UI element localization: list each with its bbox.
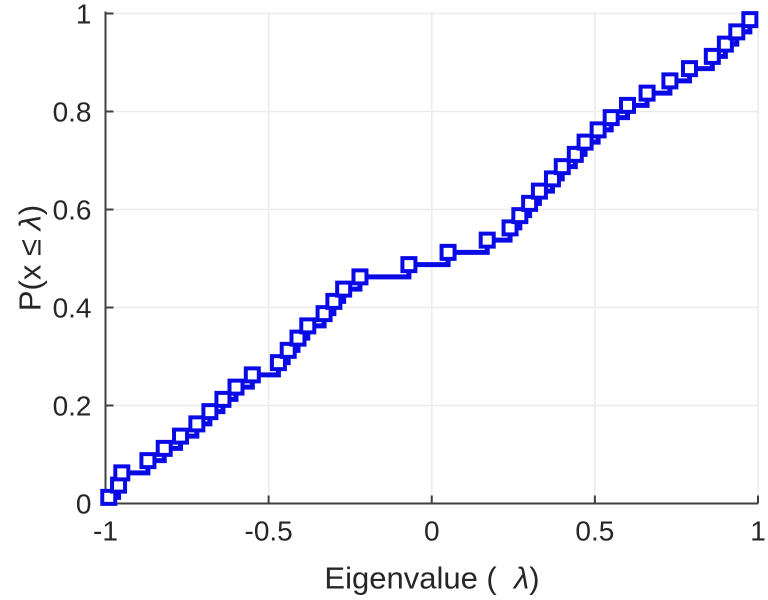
y-tick-label: 1 xyxy=(76,0,92,29)
cdf-point-marker xyxy=(716,35,734,53)
cdf-point-marker xyxy=(728,23,746,41)
y-tick-label: 0 xyxy=(76,488,92,519)
cdf-point-marker xyxy=(703,47,721,65)
y-tick-label: 0.4 xyxy=(53,292,92,323)
cdf-point-marker xyxy=(589,121,607,139)
lambda-symbol: λ xyxy=(12,215,48,231)
cdf-point-marker xyxy=(214,390,232,408)
cdf-point-marker xyxy=(478,231,496,249)
x-tick-label: -1 xyxy=(93,516,118,547)
cdf-point-marker xyxy=(351,268,369,286)
y-axis-label: P(x ≤ λ) xyxy=(12,204,48,312)
cdf-point-marker xyxy=(501,219,519,237)
cdf-point-marker xyxy=(400,256,418,274)
cdf-point-marker xyxy=(188,415,206,433)
cdf-point-marker xyxy=(566,145,584,163)
cdf-point-marker xyxy=(439,243,457,261)
cdf-point-marker xyxy=(139,452,157,470)
cdf-point-marker xyxy=(602,109,620,127)
cdf-point-marker xyxy=(315,305,333,323)
cdf-point-marker xyxy=(680,60,698,78)
cdf-point-marker xyxy=(741,11,759,29)
y-tick-label: 0.2 xyxy=(53,390,92,421)
x-axis-label: Eigenvalue ( λ) xyxy=(324,563,539,594)
cdf-point-marker xyxy=(243,366,261,384)
cdf-point-marker xyxy=(543,170,561,188)
cdf-point-marker xyxy=(155,439,173,457)
cdf-point-marker xyxy=(172,427,190,445)
y-axis-label-close: ) xyxy=(12,204,48,216)
cdf-point-marker xyxy=(619,96,636,114)
cdf-point-marker xyxy=(299,317,317,335)
lambda-symbol: λ xyxy=(513,560,530,596)
cdf-point-marker xyxy=(325,292,343,310)
cdf-point-marker xyxy=(521,194,539,212)
cdf-point-marker xyxy=(553,158,571,176)
y-tick-label: 0.8 xyxy=(53,96,92,127)
cdf-point-marker xyxy=(511,207,529,225)
x-tick-label: 1 xyxy=(750,516,766,547)
cdf-point-marker xyxy=(113,464,131,482)
x-axis-label-close: ) xyxy=(529,560,540,596)
x-tick-label: 0 xyxy=(424,516,440,547)
x-tick-label: 0.5 xyxy=(575,516,614,547)
cdf-point-marker xyxy=(530,182,548,200)
cdf-point-marker xyxy=(289,329,307,347)
x-tick-label: -0.5 xyxy=(245,516,293,547)
cdf-point-marker xyxy=(576,133,594,151)
cdf-point-marker xyxy=(279,341,297,359)
cdf-point-marker xyxy=(335,280,353,298)
cdf-point-marker xyxy=(661,72,679,90)
cdf-point-marker xyxy=(269,354,287,372)
y-tick-label: 0.6 xyxy=(53,194,92,225)
cdf-point-marker xyxy=(638,84,656,102)
cdf-point-marker xyxy=(227,378,245,396)
cdf-point-marker xyxy=(100,488,118,506)
x-axis-label-text: Eigenvalue ( xyxy=(324,560,514,596)
y-axis-label-text: P(x ≤ xyxy=(12,230,48,312)
cdf-point-marker xyxy=(201,403,219,421)
